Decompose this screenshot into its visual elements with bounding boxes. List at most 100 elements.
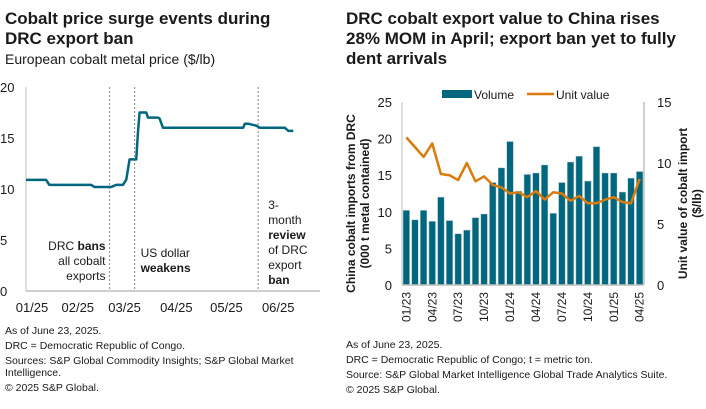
right-axis-title: Unit value of cobalt import (676, 128, 690, 279)
x-tick-label: 04/23 (425, 292, 439, 322)
x-tick-label: 01/24 (503, 292, 517, 322)
x-tick-label: 01/25 (16, 300, 49, 315)
y-tick-label: 5 (0, 233, 7, 248)
left-y-tick-label: 15 (378, 168, 392, 183)
note-line: Intelligence. (5, 367, 62, 379)
volume-bar (480, 213, 488, 286)
right-title-line: DRC cobalt export value to China rises (346, 9, 660, 28)
volume-bar (532, 172, 540, 286)
volume-bar (549, 213, 557, 286)
unit-value-line (405, 136, 641, 205)
volume-bar (402, 210, 410, 286)
volume-bar (446, 220, 454, 286)
annotation-review-line: export (268, 258, 302, 272)
volume-bar (506, 141, 514, 286)
note-line: Sources: S&P Global Commodity Insights; … (5, 355, 294, 367)
left-price-chart: 0 5 10 15 20 01/25 02/25 03/25 04/25 05/25 06/25 DR… (0, 80, 320, 315)
left-chart-title: Cobalt price surge events during DRC exp… (5, 9, 270, 49)
volume-bar (454, 233, 462, 286)
price-line (26, 111, 294, 189)
left-axis-title: China cobalt imports from DRC (344, 114, 358, 293)
volume-bar (420, 210, 428, 286)
volume-bar (411, 219, 419, 286)
left-y-tick-label: 10 (378, 205, 392, 220)
volume-bar (515, 191, 523, 286)
legend-unit-value-label: Unit value (556, 88, 610, 102)
volume-bar (428, 221, 436, 286)
volume-bar (601, 172, 609, 286)
annotation-review-line: 3- (268, 198, 279, 212)
right-chart-title: DRC cobalt export value to China rises 2… (346, 9, 676, 69)
left-title-line: DRC export ban (5, 29, 134, 48)
volume-bar (618, 191, 626, 286)
left-axis-title: (000 t metal contained) (358, 138, 372, 268)
volume-bar (437, 196, 445, 286)
x-tick-label: 04/24 (529, 292, 543, 322)
annotation-export-ban: DRC bans (48, 239, 106, 253)
annotation-bold-text: bans (78, 239, 106, 253)
annotation-review-line: ban (268, 273, 289, 287)
x-tick-label: 04/25 (160, 300, 193, 315)
volume-bar (584, 180, 592, 286)
y-tick-label: 10 (0, 182, 14, 197)
volume-bar (592, 146, 600, 286)
volume-bar (471, 217, 479, 286)
left-chart-subtitle: European cobalt metal price ($/lb) (5, 51, 216, 67)
note-line: DRC = Democratic Republic of Congo; t = … (346, 354, 593, 366)
annotation-dollar-weakens: US dollar (141, 246, 190, 260)
volume-bar (489, 182, 497, 286)
right-y-tick-label: 10 (657, 156, 671, 171)
volume-bar (523, 174, 531, 286)
legend-volume-label: Volume (474, 88, 514, 102)
note-line: As of June 23, 2025. (346, 339, 443, 351)
y-tick-label: 20 (0, 80, 14, 95)
right-y-tick-label: 0 (657, 278, 664, 293)
annotation-review-line: of DRC (268, 243, 308, 257)
annotation-export-ban-line: exports (66, 269, 105, 283)
annotation-review-line: month (268, 213, 301, 227)
left-y-tick-label: 0 (385, 278, 392, 293)
volume-bar (463, 229, 471, 286)
legend-volume-swatch (442, 90, 472, 98)
annotation-export-ban-line: all cobalt (58, 254, 106, 268)
right-import-chart: Volume Unit value 0 5 10 15 20 25 0 5 10 15 01/23 04/… (344, 88, 704, 322)
y-tick-label: 0 (0, 284, 7, 299)
left-notes: As of June 23, 2025. DRC = Democratic Re… (5, 324, 294, 396)
note-line: © 2025 S&P Global. (346, 384, 440, 396)
right-notes: As of June 23, 2025. DRC = Democratic Re… (346, 338, 667, 398)
y-tick-label: 15 (0, 131, 14, 146)
x-tick-label: 10/24 (581, 292, 595, 322)
volume-bar (567, 161, 575, 286)
annotation-review-line: review (268, 228, 306, 242)
right-axis-title: ($/lb) (690, 189, 704, 218)
annotation-dollar-weakens-bold: weakens (140, 261, 191, 275)
x-tick-label: 04/25 (633, 292, 647, 322)
note-line: Source: S&P Global Market Intelligence G… (346, 369, 668, 381)
left-y-tick-label: 20 (378, 132, 392, 147)
x-tick-label: 06/25 (262, 300, 295, 315)
x-tick-label: 01/23 (399, 292, 413, 322)
x-tick-label: 03/25 (108, 300, 141, 315)
note-line: DRC = Democratic Republic of Congo. (5, 340, 186, 352)
volume-bar (541, 164, 549, 286)
right-title-line: 28% MOM in April; export ban yet to full… (346, 29, 676, 48)
volume-bar (558, 182, 566, 286)
right-y-tick-label: 5 (657, 217, 664, 232)
left-y-tick-label: 25 (378, 95, 392, 110)
volume-bar (497, 167, 505, 286)
x-tick-label: 10/23 (477, 292, 491, 322)
x-tick-label: 07/24 (555, 292, 569, 322)
x-tick-label: 05/25 (210, 300, 243, 315)
volume-bar (575, 155, 583, 286)
x-tick-label: 07/23 (451, 292, 465, 322)
x-tick-label: 01/25 (607, 292, 621, 322)
left-y-tick-label: 5 (385, 241, 392, 256)
x-tick-label: 02/25 (62, 300, 95, 315)
right-y-tick-label: 15 (657, 95, 671, 110)
left-title-line: Cobalt price surge events during (5, 9, 271, 28)
note-line: © 2025 S&P Global. (5, 382, 99, 394)
annotation-text: DRC (48, 239, 77, 253)
note-line: As of June 23, 2025. (5, 325, 102, 337)
right-title-line: dent arrivals (346, 49, 448, 68)
volume-bar (610, 172, 618, 286)
